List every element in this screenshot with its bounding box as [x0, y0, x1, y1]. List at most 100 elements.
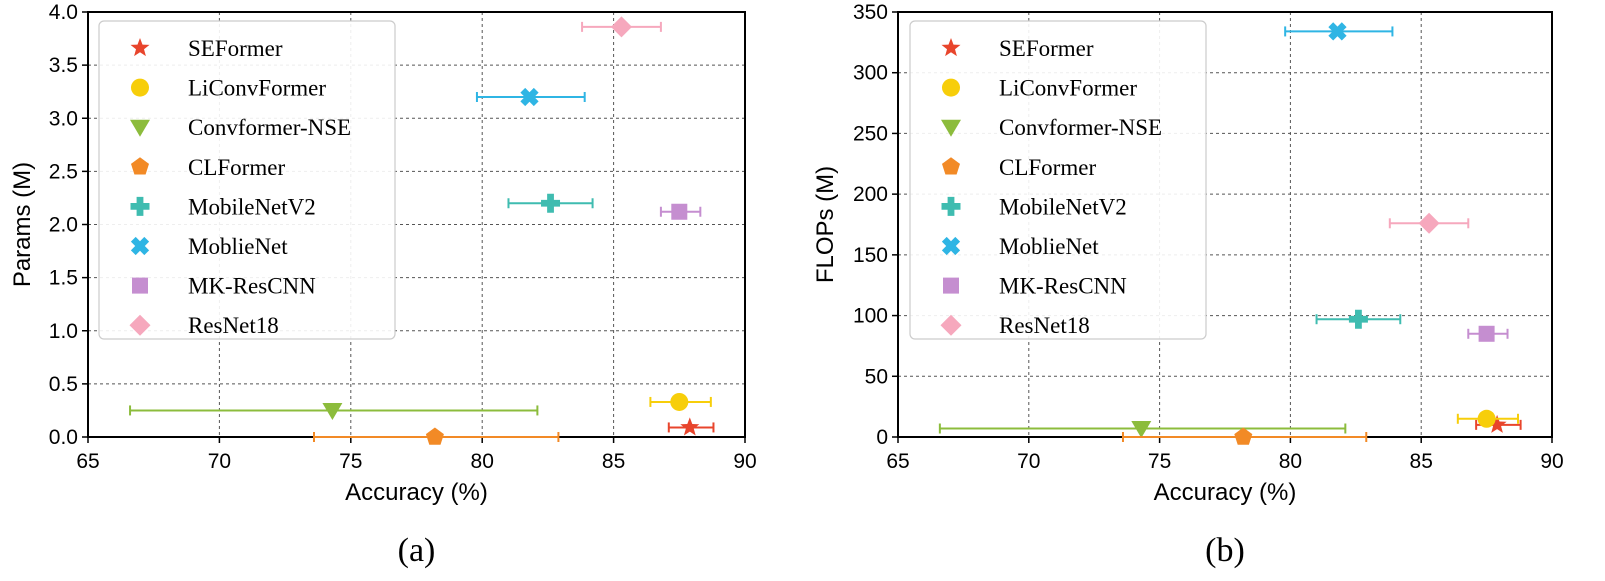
data-point-mobilenetv2 — [541, 193, 561, 213]
data-point-clformer — [1234, 427, 1253, 445]
data-point-mk-rescnn — [671, 203, 688, 220]
legend-marker-resnet18 — [129, 314, 151, 336]
y-tick-label: 0.5 — [49, 373, 78, 396]
data-point-convformer-nse — [322, 402, 343, 420]
x-tick-label: 65 — [76, 450, 99, 473]
x-tick-label: 85 — [602, 450, 625, 473]
data-point-moblienet — [1328, 22, 1347, 41]
series-mobilenetv2 — [1315, 309, 1402, 329]
y-tick-label: 0 — [876, 426, 888, 449]
series-convformer-nse — [129, 402, 539, 420]
y-tick-label: 350 — [853, 1, 888, 24]
x-axis-label: Accuracy (%) — [345, 479, 488, 506]
panel-caption: (b) — [1205, 532, 1245, 569]
legend-marker-convformer-nse — [130, 119, 150, 137]
data-point-liconvformer — [670, 392, 689, 411]
x-tick-label: 75 — [1148, 450, 1171, 473]
x-tick-label: 80 — [471, 450, 494, 473]
series-mk-rescnn — [1467, 325, 1509, 342]
x-tick-label: 65 — [886, 450, 909, 473]
y-tick-label: 0.0 — [49, 426, 78, 449]
y-tick-label: 2.5 — [49, 160, 78, 183]
series-mobilenetv2 — [507, 193, 594, 213]
legend-marker-clformer — [131, 157, 149, 175]
legend-label: ResNet18 — [188, 313, 279, 338]
data-point-liconvformer — [1477, 409, 1496, 428]
y-axis-label: Params (M) — [9, 162, 36, 287]
chart-b: 65 70 75 80 85 90 0 50 100 150 200 250 300 350 SEForme… — [812, 1, 1564, 569]
x-tick-label: 80 — [1279, 450, 1302, 473]
y-tick-label: 50 — [865, 365, 888, 388]
x-tick-label: 90 — [1540, 450, 1563, 473]
data-point-convformer-nse — [1131, 421, 1152, 438]
series-resnet18 — [1388, 212, 1470, 234]
series-liconvformer — [1456, 409, 1519, 428]
x-tick-label: 85 — [1410, 450, 1433, 473]
legend: SEFormer LiConvFormer Convformer-NSE CLForm… — [909, 20, 1207, 340]
legend-label: MK-ResCNN — [999, 274, 1127, 299]
legend-marker-mk-rescnn — [132, 277, 148, 294]
legend-marker-convformer-nse — [941, 119, 961, 137]
series-clformer — [313, 427, 560, 445]
legend-label: MK-ResCNN — [188, 274, 316, 299]
legend: SEFormer LiConvFormer Convformer-NSE CLForm… — [98, 20, 396, 340]
x-tick-label: 90 — [733, 450, 756, 473]
legend-marker-liconvformer — [942, 78, 960, 97]
series-seformer — [667, 417, 715, 436]
y-tick-label: 4.0 — [49, 1, 78, 24]
legend-label: LiConvFormer — [188, 76, 326, 101]
x-axis-label: Accuracy (%) — [1154, 479, 1297, 506]
series-convformer-nse — [938, 421, 1347, 438]
legend-label: ResNet18 — [999, 313, 1090, 338]
chart-a: 65 70 75 80 85 90 0.0 0.5 1.0 1.5 2.0 2.5 3.0 3.5 4.0 S… — [9, 1, 757, 569]
legend-label: LiConvFormer — [999, 76, 1137, 101]
series-resnet18 — [581, 16, 662, 38]
y-axis-label: FLOPs (M) — [812, 166, 839, 283]
y-tick-label: 250 — [853, 122, 888, 145]
data-point-mk-rescnn — [1478, 325, 1495, 342]
legend-label: SEFormer — [999, 36, 1094, 61]
series-moblienet — [1284, 22, 1394, 41]
legend-label: CLFormer — [999, 155, 1096, 180]
legend-marker-moblienet — [130, 236, 150, 256]
legend-marker-mk-rescnn — [943, 277, 959, 294]
legend-box — [909, 20, 1207, 340]
y-tick-label: 2.0 — [49, 214, 78, 237]
legend-box — [98, 20, 396, 340]
legend-label: MobileNetV2 — [188, 194, 316, 219]
legend-marker-seformer — [130, 38, 150, 57]
data-point-resnet18 — [610, 16, 632, 38]
legend-label: MoblieNet — [188, 234, 288, 259]
legend-label: MobileNetV2 — [999, 194, 1127, 219]
series-mk-rescnn — [659, 203, 702, 220]
series-clformer — [1121, 427, 1368, 445]
y-tick-label: 300 — [853, 62, 888, 85]
legend-marker-resnet18 — [940, 314, 962, 336]
legend-label: CLFormer — [188, 155, 285, 180]
data-point-moblienet — [520, 87, 539, 107]
data-point-seformer — [680, 417, 700, 436]
data-point-mobilenetv2 — [1348, 309, 1368, 329]
y-tick-label: 100 — [853, 305, 888, 328]
y-tick-label: 3.0 — [49, 107, 78, 130]
legend-marker-mobilenetv2 — [941, 196, 961, 216]
y-tick-label: 150 — [853, 244, 888, 267]
series-moblienet — [475, 87, 586, 107]
legend-label: Convformer-NSE — [999, 115, 1162, 140]
data-point-seformer — [1487, 414, 1507, 433]
legend-marker-liconvformer — [131, 78, 149, 97]
y-tick-label: 1.0 — [49, 320, 78, 343]
legend-marker-mobilenetv2 — [130, 196, 150, 216]
series-liconvformer — [649, 392, 712, 411]
legend-marker-moblienet — [941, 236, 961, 256]
x-tick-label: 75 — [339, 450, 362, 473]
legend-label: MoblieNet — [999, 234, 1099, 259]
x-tick-label: 70 — [208, 450, 231, 473]
legend-label: SEFormer — [188, 36, 283, 61]
panel-caption: (a) — [398, 532, 436, 569]
legend-label: Convformer-NSE — [188, 115, 351, 140]
data-point-resnet18 — [1418, 212, 1440, 234]
y-tick-label: 1.5 — [49, 267, 78, 290]
legend-marker-seformer — [941, 38, 961, 57]
